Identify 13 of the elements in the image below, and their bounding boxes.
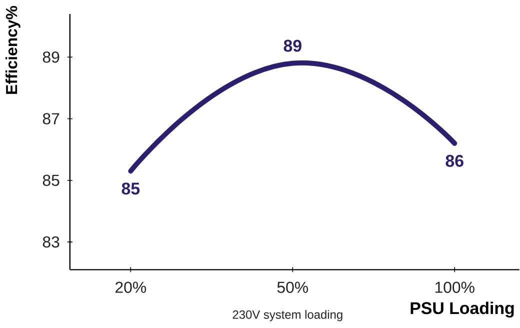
text: 230V system loading xyxy=(232,310,342,322)
y-axis-title: Efficiency% xyxy=(6,6,20,94)
data-label: 85 xyxy=(122,182,140,195)
x-tick-label: 100% xyxy=(435,282,474,294)
x-axis-title: PSU Loading xyxy=(410,302,514,318)
y-tick-label: 89 xyxy=(42,52,60,63)
x-tick-label: 20% xyxy=(116,282,146,294)
y-tick-label: 87 xyxy=(42,113,60,125)
data-label: 86 xyxy=(446,155,464,168)
x-tick-label: 50% xyxy=(277,282,308,294)
y-tick-label: 85 xyxy=(42,174,60,186)
data-label: 89 xyxy=(284,40,302,52)
y-tick-label: 83 xyxy=(42,236,60,248)
